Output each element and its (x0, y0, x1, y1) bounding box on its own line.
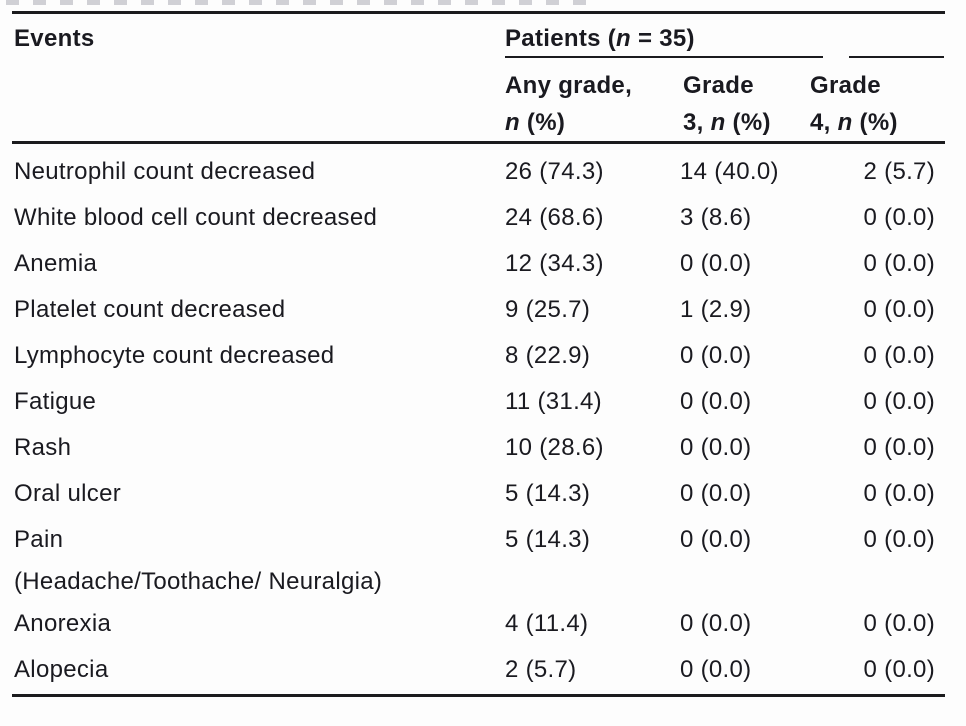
event-name: Anemia (14, 250, 98, 277)
any-grade-value: 2 (5.7) (505, 656, 577, 683)
grade4-spanner-rule (849, 56, 944, 58)
any-grade-column-header: Any grade, n (%) (505, 67, 632, 141)
table-bottom-rule (12, 694, 945, 697)
grade3-header-line1: Grade (683, 72, 754, 99)
grade4-value: 0 (0.0) (863, 610, 935, 637)
any-grade-value: 24 (68.6) (505, 204, 604, 231)
table-row: Alopecia 2 (5.7) 0 (0.0) 0 (0.0) (0, 647, 966, 693)
table-body: Neutrophil count decreased 26 (74.3) 14 … (0, 149, 966, 693)
grade4-value: 0 (0.0) (863, 434, 935, 461)
patients-spanner-rule (505, 56, 823, 58)
grade4-value: 0 (0.0) (863, 480, 935, 507)
grade3-column-header: Grade 3, n (%) (683, 67, 771, 141)
table-row: Pain (Headache/Toothache/ Neuralgia) 5 (… (0, 517, 966, 601)
grade3-value: 3 (8.6) (680, 204, 752, 231)
any-grade-value: 10 (28.6) (505, 434, 604, 461)
any-grade-value: 5 (14.3) (505, 480, 591, 507)
events-column-header: Events (14, 25, 95, 52)
table-top-rule (12, 11, 945, 14)
any-grade-header-line2: n (%) (505, 109, 566, 136)
table-row: Anorexia 4 (11.4) 0 (0.0) 0 (0.0) (0, 601, 966, 647)
event-name: Pain (Headache/Toothache/ Neuralgia) (14, 517, 505, 601)
table-row: Platelet count decreased 9 (25.7) 1 (2.9… (0, 287, 966, 333)
cropped-caption-artifact (6, 0, 592, 5)
patients-header-suffix: = 35) (631, 25, 695, 52)
event-name-line2: (Headache/Toothache/ Neuralgia) (14, 568, 383, 595)
any-grade-value: 4 (11.4) (505, 610, 589, 637)
grade4-value: 0 (0.0) (863, 250, 935, 277)
table-row: White blood cell count decreased 24 (68.… (0, 195, 966, 241)
grade3-value: 0 (0.0) (680, 250, 752, 277)
event-name: Alopecia (14, 656, 109, 683)
grade4-value: 0 (0.0) (863, 342, 935, 369)
grade3-value: 14 (40.0) (680, 158, 779, 185)
grade4-value: 2 (5.7) (863, 158, 935, 185)
grade3-header-line2: 3, n (%) (683, 109, 771, 136)
grade3-value: 0 (0.0) (680, 434, 752, 461)
grade4-header-line2: 4, n (%) (810, 109, 898, 136)
event-name: Lymphocyte count decreased (14, 342, 335, 369)
event-name: Platelet count decreased (14, 296, 286, 323)
grade3-value: 0 (0.0) (680, 610, 752, 637)
grade3-value: 0 (0.0) (680, 480, 752, 507)
table-row: Neutrophil count decreased 26 (74.3) 14 … (0, 149, 966, 195)
event-name: White blood cell count decreased (14, 204, 378, 231)
table-row: Oral ulcer 5 (14.3) 0 (0.0) 0 (0.0) (0, 471, 966, 517)
event-name: Rash (14, 434, 72, 461)
grade4-column-header: Grade 4, n (%) (810, 67, 898, 141)
grade4-value: 0 (0.0) (863, 526, 935, 553)
grade3-value: 0 (0.0) (680, 526, 752, 553)
any-grade-value: 9 (25.7) (505, 296, 591, 323)
any-grade-value: 8 (22.9) (505, 342, 591, 369)
patients-group-header: Patients (n = 35) (505, 20, 695, 57)
grade3-value: 1 (2.9) (680, 296, 752, 323)
patients-header-n: n (616, 25, 631, 52)
event-name: Anorexia (14, 610, 112, 637)
grade3-value: 0 (0.0) (680, 342, 752, 369)
any-grade-value: 5 (14.3) (505, 526, 591, 553)
grade4-value: 0 (0.0) (863, 656, 935, 683)
table-row: Anemia 12 (34.3) 0 (0.0) 0 (0.0) (0, 241, 966, 287)
any-grade-value: 12 (34.3) (505, 250, 604, 277)
any-grade-value: 26 (74.3) (505, 158, 604, 185)
table-row: Fatigue 11 (31.4) 0 (0.0) 0 (0.0) (0, 379, 966, 425)
any-grade-header-line1: Any grade, (505, 72, 633, 99)
grade4-value: 0 (0.0) (863, 296, 935, 323)
event-name: Oral ulcer (14, 480, 122, 507)
grade4-header-line1: Grade (810, 72, 881, 99)
grade3-value: 0 (0.0) (680, 388, 752, 415)
table-row: Rash 10 (28.6) 0 (0.0) 0 (0.0) (0, 425, 966, 471)
event-name: Fatigue (14, 388, 97, 415)
grade4-value: 0 (0.0) (863, 388, 935, 415)
patients-header-prefix: Patients ( (505, 25, 617, 52)
event-name-line1: Pain (14, 526, 64, 553)
event-name: Neutrophil count decreased (14, 158, 316, 185)
any-grade-value: 11 (31.4) (505, 388, 602, 415)
header-bottom-rule (12, 141, 945, 144)
grade3-value: 0 (0.0) (680, 656, 752, 683)
table-row: Lymphocyte count decreased 8 (22.9) 0 (0… (0, 333, 966, 379)
grade4-value: 0 (0.0) (863, 204, 935, 231)
